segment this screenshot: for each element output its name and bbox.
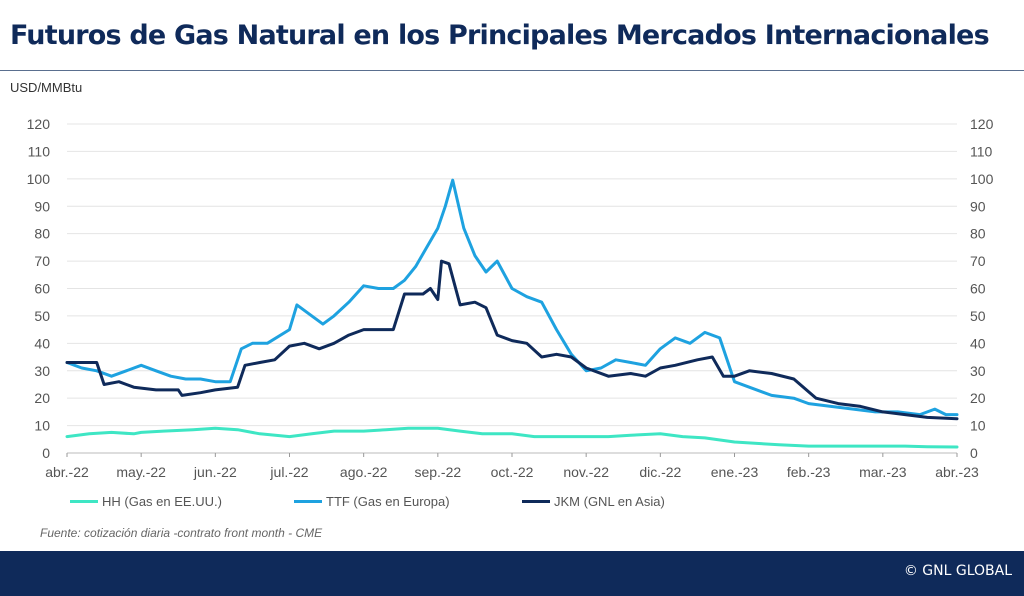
brand-label: © GNL GLOBAL bbox=[903, 563, 1012, 579]
x-tick-label: dic.-22 bbox=[639, 464, 681, 480]
legend-item-jkm: JKM (GNL en Asia) bbox=[522, 494, 665, 509]
x-tick-label: oct.-22 bbox=[491, 464, 534, 480]
legend-swatch-jkm bbox=[522, 500, 550, 503]
y-tick-label-left: 10 bbox=[34, 418, 50, 434]
x-axis-labels: abr.-22 may.-22 jun.-22 jul.-22 ago.-22 sep.-… bbox=[45, 453, 979, 480]
footer-bar: © GNL GLOBAL bbox=[0, 551, 1024, 596]
x-tick-label: nov.-22 bbox=[563, 464, 609, 480]
chart-title: Futuros de Gas Natural en los Principale… bbox=[10, 20, 990, 51]
x-tick-label: mar.-23 bbox=[859, 464, 907, 480]
x-tick-label: jul.-22 bbox=[269, 464, 308, 480]
y-tick-label-right: 70 bbox=[970, 253, 986, 269]
legend-label-jkm: JKM (GNL en Asia) bbox=[554, 494, 665, 509]
y-axis-unit-label: USD/MMBtu bbox=[10, 80, 83, 95]
y-tick-label-right: 120 bbox=[970, 116, 994, 132]
title-divider bbox=[0, 70, 1024, 71]
y-tick-label-left: 40 bbox=[34, 335, 50, 351]
legend-swatch-hh bbox=[70, 500, 98, 503]
y-tick-label-right: 50 bbox=[970, 308, 986, 324]
y-tick-label-left: 60 bbox=[34, 281, 50, 297]
x-tick-label: ene.-23 bbox=[711, 464, 759, 480]
y-tick-label-left: 0 bbox=[42, 445, 50, 461]
y-tick-label-right: 40 bbox=[970, 335, 986, 351]
legend-item-ttf: TTF (Gas en Europa) bbox=[294, 494, 450, 509]
y-tick-label-right: 100 bbox=[970, 171, 994, 187]
y-tick-label-right: 80 bbox=[970, 226, 986, 242]
legend-item-hh: HH (Gas en EE.UU.) bbox=[70, 494, 222, 509]
legend-label-hh: HH (Gas en EE.UU.) bbox=[102, 494, 222, 509]
x-tick-label: ago.-22 bbox=[340, 464, 388, 480]
series-line-hh bbox=[65, 426, 959, 449]
y-tick-label-right: 30 bbox=[970, 363, 986, 379]
legend-swatch-ttf bbox=[294, 500, 322, 503]
y-tick-label-left: 120 bbox=[27, 116, 51, 132]
y-axis-left-labels: 0 10 20 30 40 50 60 70 80 90 100 110 120 bbox=[27, 116, 51, 461]
y-tick-label-right: 0 bbox=[970, 445, 978, 461]
y-tick-label-right: 110 bbox=[970, 143, 993, 159]
series-lines bbox=[65, 178, 959, 449]
x-tick-label: may.-22 bbox=[116, 464, 166, 480]
series-line-jkm bbox=[65, 259, 959, 421]
y-tick-label-right: 20 bbox=[970, 390, 986, 406]
y-tick-label-left: 110 bbox=[28, 143, 51, 159]
x-tick-label: feb.-23 bbox=[787, 464, 831, 480]
y-tick-label-left: 50 bbox=[34, 308, 50, 324]
series-line-ttf bbox=[65, 178, 959, 417]
x-tick-label: abr.-23 bbox=[935, 464, 979, 480]
y-tick-label-right: 60 bbox=[970, 281, 986, 297]
y-tick-label-left: 70 bbox=[34, 253, 50, 269]
y-tick-label-left: 30 bbox=[34, 363, 50, 379]
y-tick-label-left: 20 bbox=[34, 390, 50, 406]
y-tick-label-right: 10 bbox=[970, 418, 986, 434]
y-tick-label-left: 90 bbox=[34, 198, 50, 214]
y-tick-label-left: 100 bbox=[27, 171, 51, 187]
x-tick-label: abr.-22 bbox=[45, 464, 89, 480]
y-axis-right-labels: 0 10 20 30 40 50 60 70 80 90 100 110 120 bbox=[970, 116, 994, 461]
legend-label-ttf: TTF (Gas en Europa) bbox=[326, 494, 450, 509]
x-tick-label: sep.-22 bbox=[414, 464, 461, 480]
x-tick-label: jun.-22 bbox=[193, 464, 237, 480]
y-tick-label-right: 90 bbox=[970, 198, 986, 214]
source-note: Fuente: cotización diaria -contrato fron… bbox=[40, 526, 323, 540]
y-tick-label-left: 80 bbox=[34, 226, 50, 242]
